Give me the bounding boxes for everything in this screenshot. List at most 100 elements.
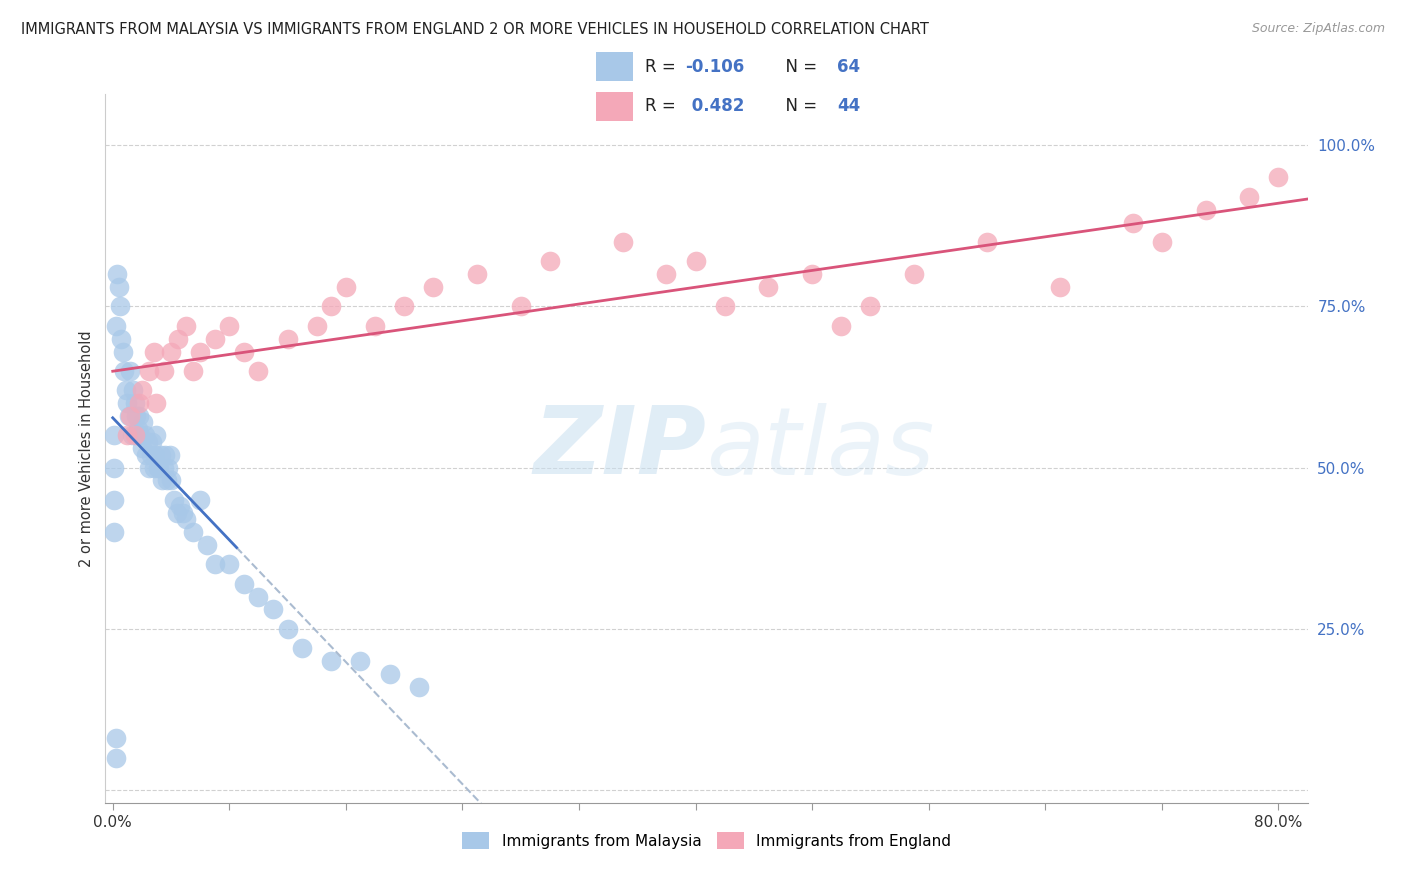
Point (138, 364, 160, 378)
Point (422, 280, 444, 294)
Point (149, 448, 172, 462)
Legend: Immigrants from Malaysia, Immigrants from England: Immigrants from Malaysia, Immigrants fro… (456, 826, 957, 855)
Point (166, 506, 188, 520)
Point (612, 235, 634, 249)
Point (141, 434, 163, 449)
Point (1122, 216, 1144, 230)
Point (131, 383, 153, 397)
Point (131, 441, 153, 455)
Point (335, 280, 357, 294)
Point (105, 267, 128, 281)
Point (146, 460, 169, 475)
Point (392, 299, 415, 313)
Point (321, 299, 343, 313)
Point (121, 428, 143, 442)
Point (115, 383, 138, 397)
Point (197, 538, 219, 552)
Point (150, 474, 173, 488)
Point (156, 474, 179, 488)
Point (378, 666, 401, 681)
Point (128, 396, 150, 410)
Text: R =: R = (645, 97, 682, 115)
Point (903, 267, 925, 281)
Point (262, 602, 284, 616)
Point (218, 558, 240, 572)
Point (120, 409, 142, 423)
Point (142, 460, 165, 475)
Point (104, 731, 127, 746)
Text: ZIP: ZIP (534, 402, 707, 494)
Point (232, 576, 254, 591)
Point (124, 396, 146, 410)
Point (132, 416, 155, 430)
Point (181, 524, 204, 539)
Point (538, 254, 561, 268)
Point (139, 448, 162, 462)
Point (181, 364, 204, 378)
Text: N =: N = (775, 97, 823, 115)
Text: -0.106: -0.106 (686, 58, 745, 76)
Point (277, 332, 299, 346)
Point (188, 492, 211, 507)
Point (169, 500, 191, 514)
Text: IMMIGRANTS FROM MALAYSIA VS IMMIGRANTS FROM ENGLAND 2 OR MORE VEHICLES IN HOUSEH: IMMIGRANTS FROM MALAYSIA VS IMMIGRANTS F… (21, 22, 929, 37)
Point (167, 332, 190, 346)
Point (976, 235, 998, 249)
Point (1239, 190, 1261, 204)
Point (117, 428, 139, 442)
Point (159, 448, 181, 462)
Point (172, 506, 194, 520)
Point (232, 344, 254, 359)
Point (1194, 202, 1216, 217)
Point (247, 364, 270, 378)
Point (713, 299, 735, 313)
Text: Source: ZipAtlas.com: Source: ZipAtlas.com (1251, 22, 1385, 36)
Point (107, 280, 129, 294)
Point (218, 318, 240, 333)
Point (117, 396, 139, 410)
Point (349, 654, 371, 668)
Point (145, 396, 167, 410)
Point (142, 344, 165, 359)
Point (136, 434, 159, 449)
Point (859, 299, 882, 313)
Text: 44: 44 (837, 97, 860, 115)
Point (135, 448, 157, 462)
Point (758, 280, 780, 294)
FancyBboxPatch shape (596, 92, 633, 120)
Point (153, 448, 176, 462)
Text: 64: 64 (837, 58, 860, 76)
Point (103, 524, 125, 539)
Point (145, 428, 167, 442)
Y-axis label: 2 or more Vehicles in Household: 2 or more Vehicles in Household (79, 330, 94, 566)
Point (143, 448, 166, 462)
Point (1267, 170, 1289, 185)
Point (830, 318, 852, 333)
Text: 0.482: 0.482 (686, 97, 744, 115)
Point (174, 512, 197, 526)
Point (1150, 235, 1173, 249)
Point (124, 428, 146, 442)
Point (408, 680, 430, 694)
Point (188, 344, 211, 359)
Point (103, 428, 125, 442)
Point (110, 332, 132, 346)
Point (127, 422, 149, 436)
Point (277, 622, 299, 636)
Point (138, 460, 160, 475)
Point (103, 460, 125, 475)
Point (152, 364, 174, 378)
FancyBboxPatch shape (596, 53, 633, 81)
Text: atlas: atlas (707, 402, 935, 494)
Point (128, 409, 150, 423)
Point (125, 409, 148, 423)
Point (134, 428, 156, 442)
Point (111, 344, 134, 359)
Point (305, 318, 328, 333)
Point (174, 318, 197, 333)
Point (148, 460, 170, 475)
Point (120, 364, 142, 378)
Point (801, 267, 824, 281)
Point (108, 299, 131, 313)
Point (291, 641, 314, 656)
